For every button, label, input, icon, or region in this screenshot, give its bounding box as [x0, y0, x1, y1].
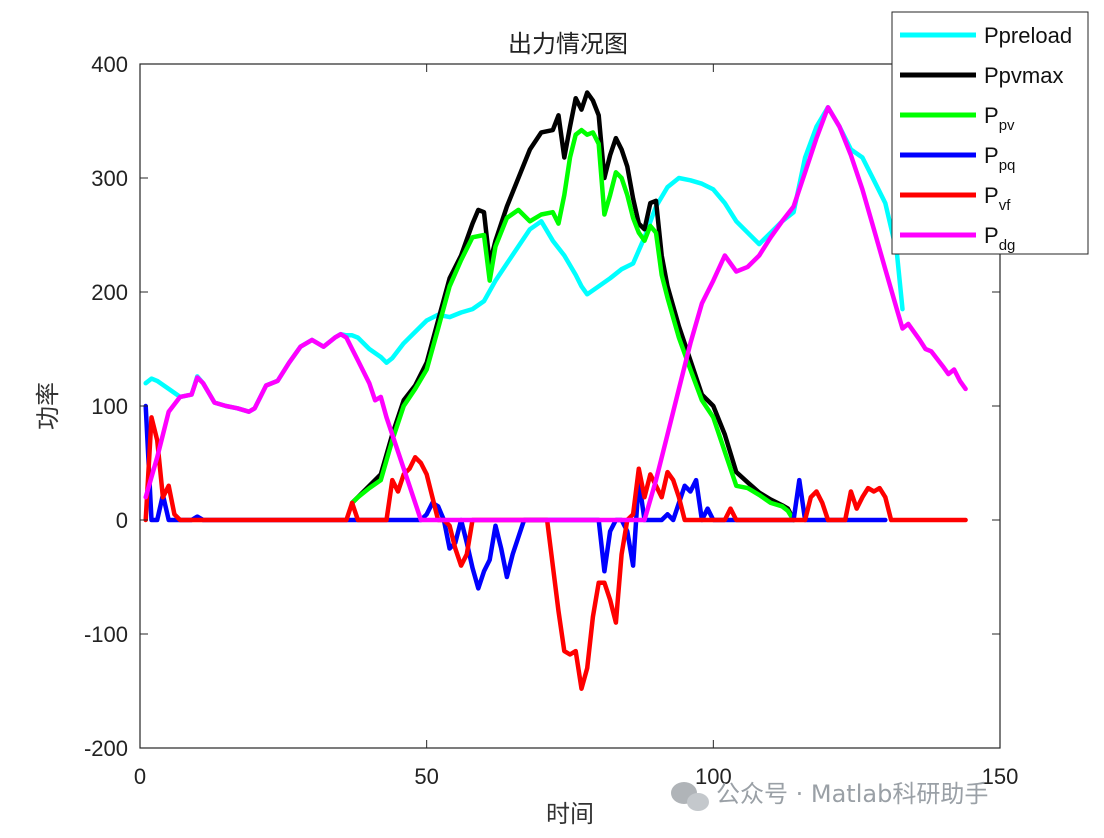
legend-label-ppv: Ppv: [984, 103, 1015, 134]
legend-label-sub: vf: [999, 197, 1012, 214]
legend-label-ppvmax: Ppvmax: [984, 63, 1063, 88]
legend-label-sub: pv: [999, 117, 1015, 134]
x-tick-label: 0: [134, 764, 146, 789]
legend-label-pvf: Pvf: [984, 183, 1011, 214]
legend-label-sub: pq: [999, 157, 1016, 174]
legend-label-main: Ppvmax: [984, 63, 1063, 88]
legend-label-main: P: [984, 183, 999, 208]
legend-label-ppreload: Ppreload: [984, 23, 1072, 48]
legend-box: [891, 11, 1089, 255]
y-axis: -200 -100 0 100 200 300 400: [84, 52, 1000, 761]
y-axis-label: 功率: [34, 382, 62, 430]
y-tick-label: 0: [116, 508, 128, 533]
legend-label-main: P: [984, 223, 999, 248]
watermark-text: 公众号 · Matlab科研助手: [716, 780, 988, 808]
y-tick-label: 100: [91, 394, 128, 419]
y-tick-label: 300: [91, 166, 128, 191]
chart-title: 出力情况图: [508, 30, 628, 58]
y-tick-label: -100: [84, 622, 128, 647]
x-tick-label: 100: [695, 764, 732, 789]
legend-label-main: P: [984, 103, 999, 128]
x-axis: 0 50 100 150: [134, 64, 1018, 789]
series-layer: [143, 90, 968, 691]
series-line-pdg: [143, 105, 968, 523]
legend-label-ppq: Ppq: [984, 143, 1015, 174]
wechat-icon: [671, 782, 709, 811]
legend-label-main: Ppreload: [984, 23, 1072, 48]
legend-label-sub: dg: [999, 237, 1016, 254]
x-tick-label: 50: [414, 764, 438, 789]
x-axis-label: 时间: [546, 800, 594, 828]
legend-label-main: P: [984, 143, 999, 168]
y-tick-label: 200: [91, 280, 128, 305]
series-line-ppv: [349, 127, 796, 523]
series-line-pvf: [143, 415, 968, 691]
watermark: 公众号 · Matlab科研助手: [671, 780, 988, 811]
y-tick-label: 400: [91, 52, 128, 77]
legend-label-pdg: Pdg: [984, 223, 1015, 254]
x-tick-label: 150: [982, 764, 1019, 789]
y-tick-label: -200: [84, 736, 128, 761]
